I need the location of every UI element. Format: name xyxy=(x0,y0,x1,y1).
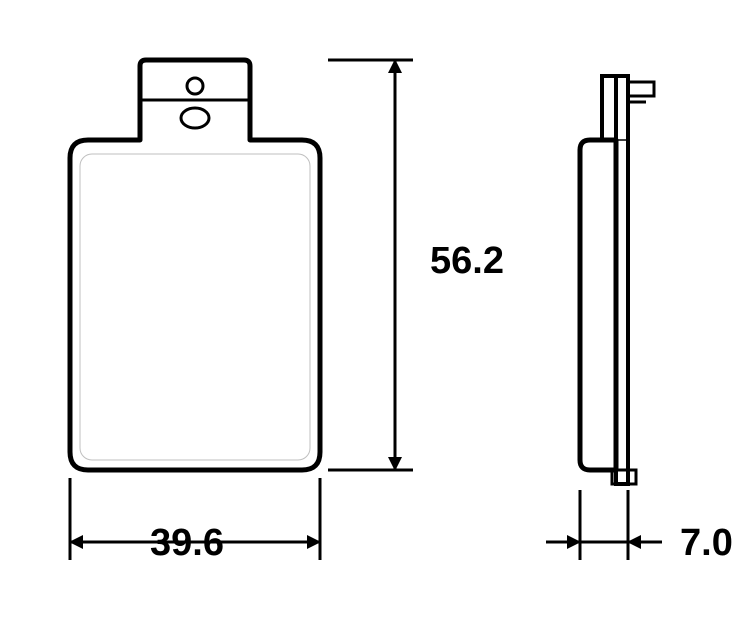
side-friction-pad xyxy=(580,140,616,470)
height-dimension-label: 56.2 xyxy=(430,240,504,283)
diagram-svg xyxy=(0,0,749,617)
drawing-canvas: 56.2 39.6 7.0 xyxy=(0,0,749,617)
side-tab-body xyxy=(602,76,616,140)
front-view-outline xyxy=(70,60,320,470)
side-pin xyxy=(628,82,654,96)
front-friction-inset xyxy=(80,154,310,460)
front-tab-hole-circle xyxy=(187,78,203,94)
front-tab-hole-oblong xyxy=(181,108,209,128)
thickness-dimension-label: 7.0 xyxy=(680,522,733,565)
width-dimension-label: 39.6 xyxy=(150,522,224,565)
